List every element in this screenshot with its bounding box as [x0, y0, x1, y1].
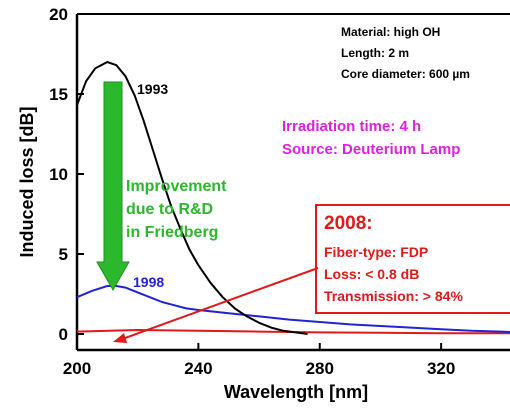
x-tick-label: 320	[427, 359, 455, 378]
x-tick-label: 280	[306, 359, 334, 378]
y-tick-label: 0	[59, 325, 68, 344]
series-line-1993	[77, 61, 308, 335]
series-label-1993: 1993	[137, 81, 168, 97]
y-tick-label: 15	[49, 85, 68, 104]
y-tick-label: 20	[49, 5, 68, 24]
core-diameter-label: Core diameter: 600 µm	[341, 67, 470, 81]
series-label-1998: 1998	[133, 274, 164, 290]
result-pointer-arrow-line	[124, 267, 319, 339]
improvement-label-line-3: in Friedberg	[126, 224, 218, 241]
x-axis-title: Wavelength [nm]	[224, 382, 368, 402]
result-box-loss: Loss: < 0.8 dB	[324, 266, 419, 282]
improvement-label-line-2: due to R&D	[126, 201, 213, 218]
result-box-fiber-type: Fiber-type: FDP	[324, 244, 428, 260]
source-label: Source: Deuterium Lamp	[282, 141, 460, 158]
result-box-title: 2008:	[324, 213, 373, 234]
y-tick-label: 5	[59, 245, 68, 264]
length-label: Length: 2 m	[341, 46, 409, 60]
axis-ticks: 200 240 280 320 0 5 10 15 20	[49, 5, 455, 378]
y-tick-label: 10	[49, 165, 68, 184]
result-pointer-arrow-head	[113, 333, 127, 343]
result-box	[315, 204, 510, 314]
improvement-arrow	[96, 81, 130, 292]
irradiation-time-label: Irradiation time: 4 h	[282, 118, 421, 135]
material-label: Material: high OH	[341, 25, 440, 39]
series-line-1998	[77, 285, 510, 334]
x-tick-label: 200	[63, 359, 91, 378]
improvement-label-line-1: Improvement	[126, 178, 227, 195]
x-tick-label: 240	[184, 359, 212, 378]
result-box-transmission: Transmission: > 84%	[324, 288, 463, 304]
y-axis-title: Induced loss [dB]	[17, 106, 37, 257]
